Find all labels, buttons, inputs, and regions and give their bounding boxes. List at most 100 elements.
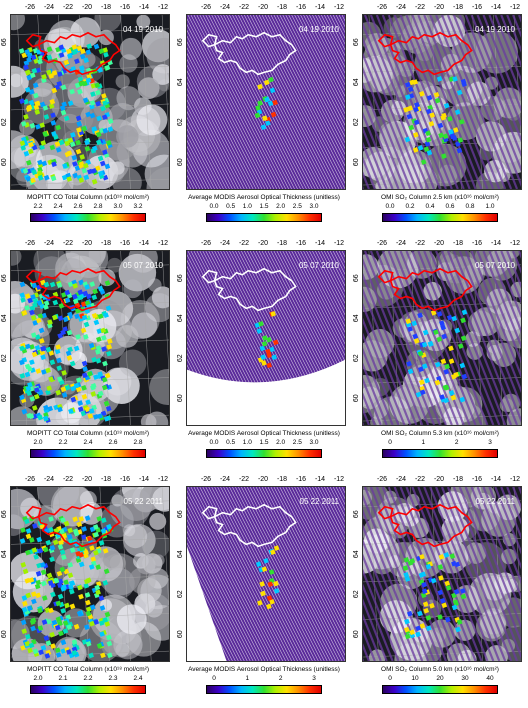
latitude-tick-label: 60 (177, 158, 184, 167)
colorbar-ticks: 2.0 2.2 2.4 2.6 2.8 (30, 439, 146, 448)
colorbar-tick-label: 40 (486, 675, 494, 682)
map-panel-omi: -26 -24 -22 -20 -18 -16 -14 -12 66 64 62 60 04 19 20… (352, 0, 528, 236)
longitude-axis: -26 -24 -22 -20 -18 -16 -14 -12 (176, 240, 352, 250)
latitude-tick-label: 60 (353, 394, 360, 403)
colorbar-tick-label: 2.8 (93, 203, 103, 210)
longitude-tick-label: -26 (24, 476, 36, 483)
longitude-tick-label: -20 (433, 240, 445, 247)
latitude-tick-label: 66 (353, 38, 360, 47)
longitude-tick-label: -26 (376, 476, 388, 483)
latitude-tick-label: 64 (353, 314, 360, 323)
longitude-tick-label: -14 (490, 476, 502, 483)
date-label: 05 07 2010 (122, 261, 163, 270)
longitude-tick-label: -16 (295, 240, 307, 247)
satellite-map: 05 07 2010 (362, 250, 522, 426)
colorbar-ticks: 0 10 20 30 40 (382, 675, 498, 684)
colorbar-tick-label: 2.0 (276, 203, 286, 210)
latitude-tick-label: 64 (1, 314, 8, 323)
longitude-tick-label: -22 (414, 240, 426, 247)
colorbar (206, 213, 322, 222)
colorbar-tick-label: 3.0 (309, 203, 319, 210)
satellite-map: 05 22 2011 (10, 486, 170, 662)
colorbar-tick-label: 1 (245, 675, 250, 682)
date-label: 04 19 2010 (122, 25, 163, 34)
longitude-axis: -26 -24 -22 -20 -18 -16 -14 -12 (176, 4, 352, 14)
longitude-tick-label: -18 (100, 476, 112, 483)
longitude-tick-label: -18 (452, 476, 464, 483)
colorbar-ticks: 2.0 2.1 2.2 2.3 2.4 (30, 675, 146, 684)
satellite-image (187, 251, 345, 425)
latitude-tick-label: 66 (177, 274, 184, 283)
colorbar-tick-label: 2.5 (292, 439, 302, 446)
longitude-tick-label: -18 (100, 240, 112, 247)
longitude-tick-label: -16 (471, 476, 483, 483)
latitude-tick-label: 62 (353, 354, 360, 363)
satellite-image (11, 251, 169, 425)
longitude-tick-label: -22 (238, 476, 250, 483)
longitude-tick-label: -24 (395, 476, 407, 483)
colorbar-tick-label: 0.4 (425, 203, 435, 210)
colorbar-tick-label: 2.2 (33, 203, 43, 210)
longitude-tick-label: -26 (24, 240, 36, 247)
longitude-tick-label: -26 (200, 4, 212, 11)
colorbar (30, 449, 146, 458)
latitude-axis: 66 64 62 60 (0, 252, 10, 427)
longitude-axis: -26 -24 -22 -20 -18 -16 -14 -12 (0, 4, 176, 14)
colorbar-ticks: 0 1 2 3 (382, 439, 498, 448)
latitude-tick-label: 62 (177, 354, 184, 363)
colorbar-title: MOPITT CO Total Column (x10¹⁸ mol/cm²) (26, 194, 150, 201)
longitude-tick-label: -24 (43, 240, 55, 247)
colorbar-tick-label: 3 (488, 439, 492, 446)
longitude-tick-label: -22 (414, 4, 426, 11)
longitude-tick-label: -20 (257, 4, 269, 11)
date-label: 05 07 2010 (298, 261, 339, 270)
colorbar-tick-label: 2.4 (83, 439, 93, 446)
longitude-tick-label: -18 (100, 4, 112, 11)
latitude-tick-label: 66 (353, 510, 360, 519)
latitude-axis: 66 64 62 60 (176, 16, 186, 191)
longitude-tick-label: -26 (200, 476, 212, 483)
colorbar-tick-label: 0.2 (405, 203, 415, 210)
latitude-tick-label: 60 (1, 630, 8, 639)
latitude-axis: 66 64 62 60 (352, 252, 362, 427)
latitude-tick-label: 60 (353, 630, 360, 639)
longitude-tick-label: -20 (81, 4, 93, 11)
latitude-tick-label: 64 (353, 78, 360, 87)
longitude-tick-label: -18 (276, 240, 288, 247)
latitude-tick-label: 64 (177, 78, 184, 87)
latitude-tick-label: 62 (353, 590, 360, 599)
colorbar-tick-label: 0.8 (465, 203, 475, 210)
longitude-tick-label: -16 (295, 4, 307, 11)
satellite-map: 05 07 2010 (186, 250, 346, 426)
colorbar (30, 213, 146, 222)
colorbar-tick-label: 2.3 (108, 675, 118, 682)
colorbar-tick-label: 2 (454, 439, 459, 446)
latitude-tick-label: 62 (1, 354, 8, 363)
longitude-axis: -26 -24 -22 -20 -18 -16 -14 -12 (352, 476, 528, 486)
longitude-axis: -26 -24 -22 -20 -18 -16 -14 -12 (176, 476, 352, 486)
longitude-tick-label: -12 (509, 476, 521, 483)
latitude-axis: 66 64 62 60 (0, 16, 10, 191)
map-panel-modis: -26 -24 -22 -20 -18 -16 -14 -12 66 64 62 60 04 19 20… (176, 0, 352, 236)
latitude-tick-label: 60 (177, 394, 184, 403)
longitude-tick-label: -12 (333, 240, 345, 247)
colorbar-tick-label: 1.5 (259, 439, 269, 446)
colorbar-tick-label: 0 (212, 675, 216, 682)
date-label: 04 19 2010 (474, 25, 515, 34)
colorbar (382, 449, 498, 458)
colorbar-tick-label: 3.0 (113, 203, 123, 210)
latitude-tick-label: 66 (353, 274, 360, 283)
colorbar-tick-label: 30 (461, 675, 469, 682)
colorbar-tick-label: 0.5 (226, 203, 236, 210)
colorbar-tick-label: 2.6 (73, 203, 83, 210)
longitude-axis: -26 -24 -22 -20 -18 -16 -14 -12 (352, 4, 528, 14)
latitude-tick-label: 60 (353, 158, 360, 167)
longitude-tick-label: -24 (395, 4, 407, 11)
colorbar-tick-label: 2.5 (292, 203, 302, 210)
longitude-tick-label: -26 (24, 4, 36, 11)
colorbar-tick-label: 2.2 (58, 439, 68, 446)
satellite-map: 04 19 2010 (362, 14, 522, 190)
longitude-tick-label: -20 (433, 4, 445, 11)
colorbar-ticks: 0.0 0.5 1.0 1.5 2.0 2.5 3.0 (206, 203, 322, 212)
satellite-map: 05 22 2011 (362, 486, 522, 662)
